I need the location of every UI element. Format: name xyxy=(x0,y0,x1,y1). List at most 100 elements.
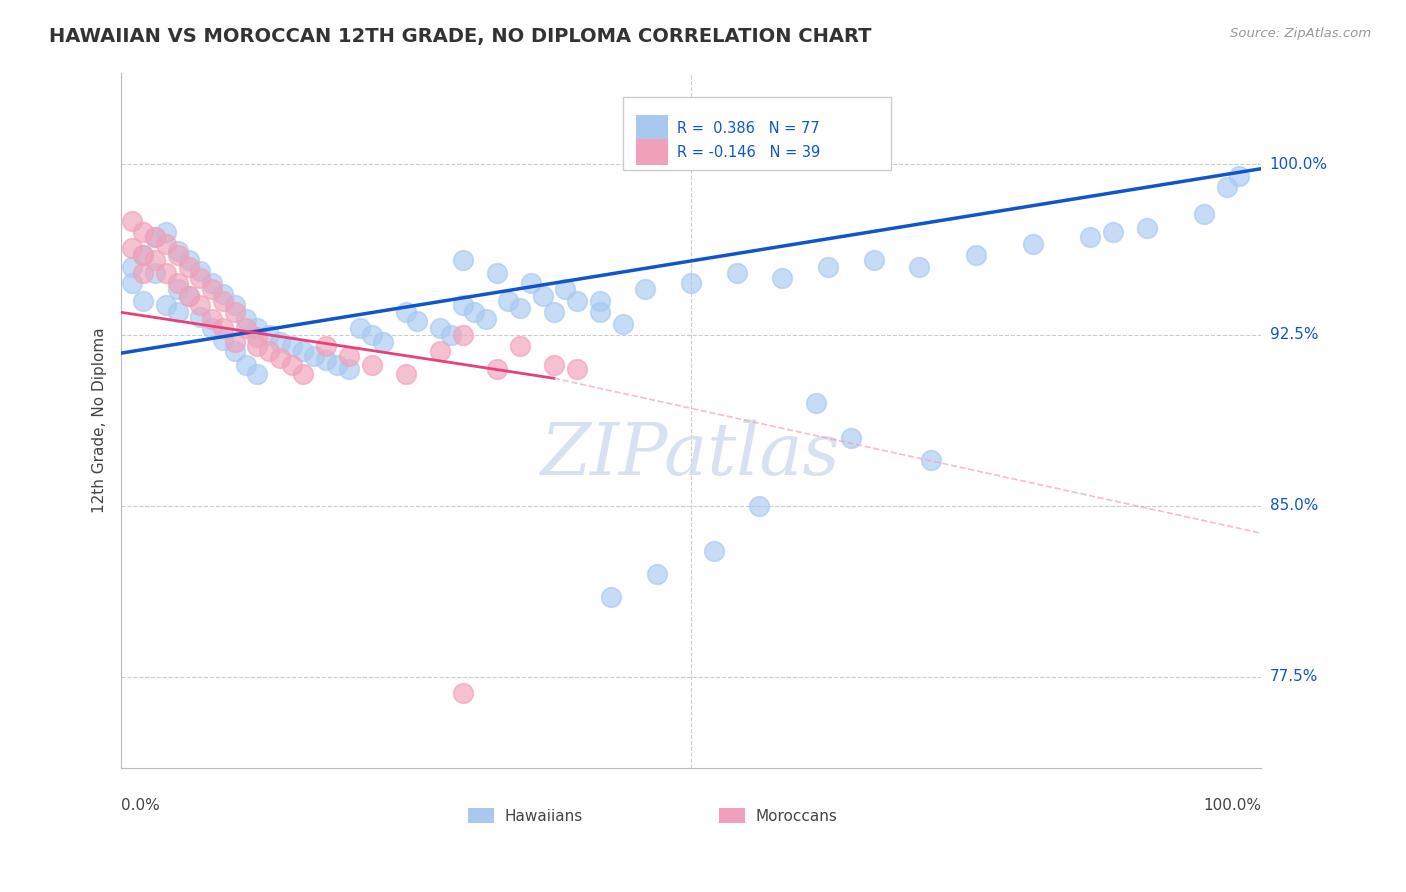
Point xyxy=(269,334,291,349)
Point xyxy=(143,252,166,267)
Point xyxy=(1022,236,1045,251)
Point xyxy=(257,328,280,343)
Point xyxy=(246,367,269,381)
Point xyxy=(817,260,839,274)
Point xyxy=(121,276,143,290)
Point xyxy=(166,305,188,319)
Point xyxy=(429,343,451,358)
Point xyxy=(565,362,588,376)
Point xyxy=(920,453,942,467)
Point xyxy=(509,339,531,353)
Point xyxy=(645,567,668,582)
Point xyxy=(360,358,382,372)
Point xyxy=(612,317,634,331)
Text: 77.5%: 77.5% xyxy=(1270,669,1317,684)
Point xyxy=(1078,230,1101,244)
Point xyxy=(908,260,931,274)
Point xyxy=(132,248,155,262)
Point xyxy=(143,230,166,244)
Point xyxy=(257,343,280,358)
Point xyxy=(1136,221,1159,235)
Point xyxy=(679,276,702,290)
Point xyxy=(770,271,793,285)
Point xyxy=(451,298,474,312)
Point xyxy=(451,686,474,700)
Point xyxy=(280,358,302,372)
Point xyxy=(201,276,224,290)
Text: 0.0%: 0.0% xyxy=(121,798,159,814)
Point xyxy=(177,289,200,303)
Point xyxy=(155,267,177,281)
Point xyxy=(509,301,531,315)
Point xyxy=(703,544,725,558)
Point xyxy=(862,252,884,267)
Point xyxy=(155,226,177,240)
Point xyxy=(485,362,508,376)
Point xyxy=(725,267,748,281)
Point xyxy=(143,267,166,281)
Point xyxy=(543,305,565,319)
Text: Hawaiians: Hawaiians xyxy=(505,809,583,824)
Point xyxy=(121,260,143,274)
Point xyxy=(326,358,349,372)
Point xyxy=(1216,180,1239,194)
Point xyxy=(304,349,326,363)
Point xyxy=(280,339,302,353)
Point xyxy=(224,334,246,349)
Point xyxy=(474,312,496,326)
Point xyxy=(360,328,382,343)
Point xyxy=(132,226,155,240)
Point xyxy=(143,230,166,244)
Point xyxy=(212,321,235,335)
Point xyxy=(1227,169,1250,183)
Point xyxy=(485,267,508,281)
Point xyxy=(440,328,463,343)
Point xyxy=(839,431,862,445)
Point xyxy=(589,305,612,319)
Point xyxy=(166,244,188,258)
Point xyxy=(371,334,394,349)
Point xyxy=(121,241,143,255)
Point xyxy=(132,248,155,262)
Text: 92.5%: 92.5% xyxy=(1270,327,1319,343)
Bar xyxy=(636,115,668,142)
Point xyxy=(589,293,612,308)
Point xyxy=(212,293,235,308)
Point xyxy=(406,314,429,328)
Point xyxy=(212,333,235,347)
Point xyxy=(634,282,657,296)
Point xyxy=(190,271,212,285)
Point xyxy=(1102,226,1125,240)
Point xyxy=(212,287,235,301)
Point xyxy=(463,305,485,319)
Text: Moroccans: Moroccans xyxy=(756,809,838,824)
Point xyxy=(1194,207,1216,221)
Point xyxy=(246,321,269,335)
Point xyxy=(224,343,246,358)
Point xyxy=(166,248,188,262)
Point xyxy=(235,312,257,326)
Point xyxy=(451,252,474,267)
Point xyxy=(166,276,188,290)
Point xyxy=(190,298,212,312)
Point xyxy=(292,343,315,358)
Point xyxy=(520,276,543,290)
Point xyxy=(190,310,212,324)
Point xyxy=(337,349,360,363)
Point xyxy=(121,214,143,228)
Point xyxy=(429,321,451,335)
Point xyxy=(246,339,269,353)
Point xyxy=(201,282,224,296)
Point xyxy=(451,328,474,343)
Text: HAWAIIAN VS MOROCCAN 12TH GRADE, NO DIPLOMA CORRELATION CHART: HAWAIIAN VS MOROCCAN 12TH GRADE, NO DIPL… xyxy=(49,27,872,45)
Point xyxy=(155,236,177,251)
Point xyxy=(498,293,520,308)
Point xyxy=(269,351,291,365)
Point xyxy=(337,362,360,376)
Point xyxy=(965,248,987,262)
Text: R = -0.146   N = 39: R = -0.146 N = 39 xyxy=(678,145,821,160)
Point xyxy=(235,321,257,335)
Point xyxy=(554,282,576,296)
Point xyxy=(224,298,246,312)
Text: ZIPatlas: ZIPatlas xyxy=(541,420,841,491)
